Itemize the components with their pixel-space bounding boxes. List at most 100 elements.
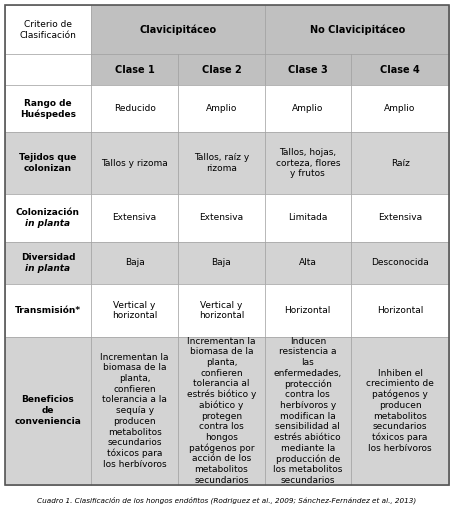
Text: producen: producen <box>379 401 421 410</box>
Text: corteza, flores: corteza, flores <box>276 159 340 168</box>
Text: Clavicipitáceo: Clavicipitáceo <box>139 25 217 35</box>
Text: planta,: planta, <box>206 358 237 367</box>
Text: Cuadro 1. Clasificación de los hongos endófitos (Rodriguez et al., 2009; Sánchez: Cuadro 1. Clasificación de los hongos en… <box>37 496 417 504</box>
Bar <box>5 241 91 284</box>
Text: producen: producen <box>114 417 156 426</box>
Bar <box>178 132 265 194</box>
Bar <box>91 284 178 337</box>
Text: producción de: producción de <box>276 454 340 464</box>
Text: Horizontal: Horizontal <box>285 306 331 315</box>
Text: mediante la: mediante la <box>281 444 335 452</box>
Bar <box>5 284 91 337</box>
Bar <box>350 55 449 85</box>
Bar <box>350 85 449 132</box>
Text: horizontal: horizontal <box>199 312 244 320</box>
Bar <box>178 241 265 284</box>
Text: Baja: Baja <box>212 259 232 268</box>
Bar <box>5 55 91 85</box>
Bar <box>178 85 265 132</box>
Text: protegen: protegen <box>201 412 242 421</box>
Text: horizontal: horizontal <box>112 312 158 320</box>
Bar <box>350 284 449 337</box>
Bar <box>350 241 449 284</box>
Text: Beneficios: Beneficios <box>21 395 74 405</box>
Text: secundarios: secundarios <box>373 422 427 431</box>
Bar <box>5 5 91 55</box>
Text: rizoma: rizoma <box>206 164 237 173</box>
Text: tolerancia a la: tolerancia a la <box>102 395 167 405</box>
Bar <box>91 337 178 485</box>
Text: Extensiva: Extensiva <box>199 213 243 222</box>
Bar <box>5 132 91 194</box>
Text: Vertical y: Vertical y <box>114 300 156 310</box>
Text: de: de <box>42 406 54 415</box>
Text: Diversidad: Diversidad <box>21 253 75 262</box>
Text: Clase 3: Clase 3 <box>288 65 328 75</box>
Bar <box>91 241 178 284</box>
Text: Transmisión*: Transmisión* <box>15 306 81 315</box>
Text: Limitada: Limitada <box>288 213 327 222</box>
Text: biomasa de la: biomasa de la <box>190 347 253 356</box>
Text: metabolitos: metabolitos <box>373 412 427 421</box>
Text: abiótico y: abiótico y <box>199 400 244 410</box>
Bar <box>178 284 265 337</box>
Bar <box>5 194 91 241</box>
Bar <box>265 132 350 194</box>
Text: Tejidos que: Tejidos que <box>19 154 77 163</box>
Text: tóxicos para: tóxicos para <box>372 433 428 442</box>
Text: Alta: Alta <box>299 259 317 268</box>
Text: y frutos: y frutos <box>291 170 325 178</box>
Text: sequía y: sequía y <box>116 406 154 415</box>
Bar <box>265 85 350 132</box>
Text: Inhiben el: Inhiben el <box>378 369 423 378</box>
Text: colonizan: colonizan <box>24 164 72 173</box>
Text: crecimiento de: crecimiento de <box>366 379 434 388</box>
Bar <box>91 85 178 132</box>
Text: secundarios: secundarios <box>194 476 249 485</box>
Text: patógenos por: patógenos por <box>189 443 254 453</box>
Bar <box>91 5 265 55</box>
Text: Amplio: Amplio <box>292 104 323 113</box>
Text: sensibilidad al: sensibilidad al <box>275 422 340 431</box>
Text: Raíz: Raíz <box>390 159 410 168</box>
Bar <box>265 337 350 485</box>
Bar <box>91 132 178 194</box>
Text: contra los: contra los <box>286 390 330 399</box>
Text: in planta: in planta <box>25 219 70 228</box>
Text: Clase 2: Clase 2 <box>202 65 242 75</box>
Text: conveniencia: conveniencia <box>15 417 81 426</box>
Bar <box>5 337 91 485</box>
Text: tóxicos para: tóxicos para <box>107 449 163 459</box>
Text: acción de los: acción de los <box>192 454 251 464</box>
Text: in planta: in planta <box>25 264 70 273</box>
Bar <box>91 194 178 241</box>
Text: protección: protección <box>284 379 332 389</box>
Text: los metabolitos: los metabolitos <box>273 465 342 474</box>
Bar <box>5 85 91 132</box>
Text: metabolitos: metabolitos <box>108 428 162 437</box>
Text: resistencia a: resistencia a <box>279 347 336 356</box>
Text: Amplio: Amplio <box>206 104 237 113</box>
Text: Reducido: Reducido <box>114 104 156 113</box>
Text: Rango de: Rango de <box>24 99 72 108</box>
Text: Inducen: Inducen <box>290 336 326 345</box>
Text: tolerancia al: tolerancia al <box>193 379 250 388</box>
Text: biomasa de la: biomasa de la <box>103 363 167 372</box>
Text: enfermedades,: enfermedades, <box>274 369 342 378</box>
Text: metabolitos: metabolitos <box>195 465 248 474</box>
Text: secundarios: secundarios <box>108 438 162 447</box>
Text: Colonización: Colonización <box>16 208 80 217</box>
Text: Tallos, raíz y: Tallos, raíz y <box>194 154 249 163</box>
Text: Criterio de: Criterio de <box>24 20 72 29</box>
Text: estrés biótico y: estrés biótico y <box>187 390 256 399</box>
Text: herbívoros y: herbívoros y <box>280 401 336 410</box>
Text: Desconocida: Desconocida <box>371 259 429 268</box>
Text: Extensiva: Extensiva <box>113 213 157 222</box>
Bar <box>265 284 350 337</box>
Text: Incrementan la: Incrementan la <box>100 352 169 362</box>
Text: confieren: confieren <box>114 385 156 394</box>
Text: No Clavicipitáceo: No Clavicipitáceo <box>310 25 405 35</box>
Bar <box>178 194 265 241</box>
Bar <box>91 55 178 85</box>
Bar <box>265 194 350 241</box>
